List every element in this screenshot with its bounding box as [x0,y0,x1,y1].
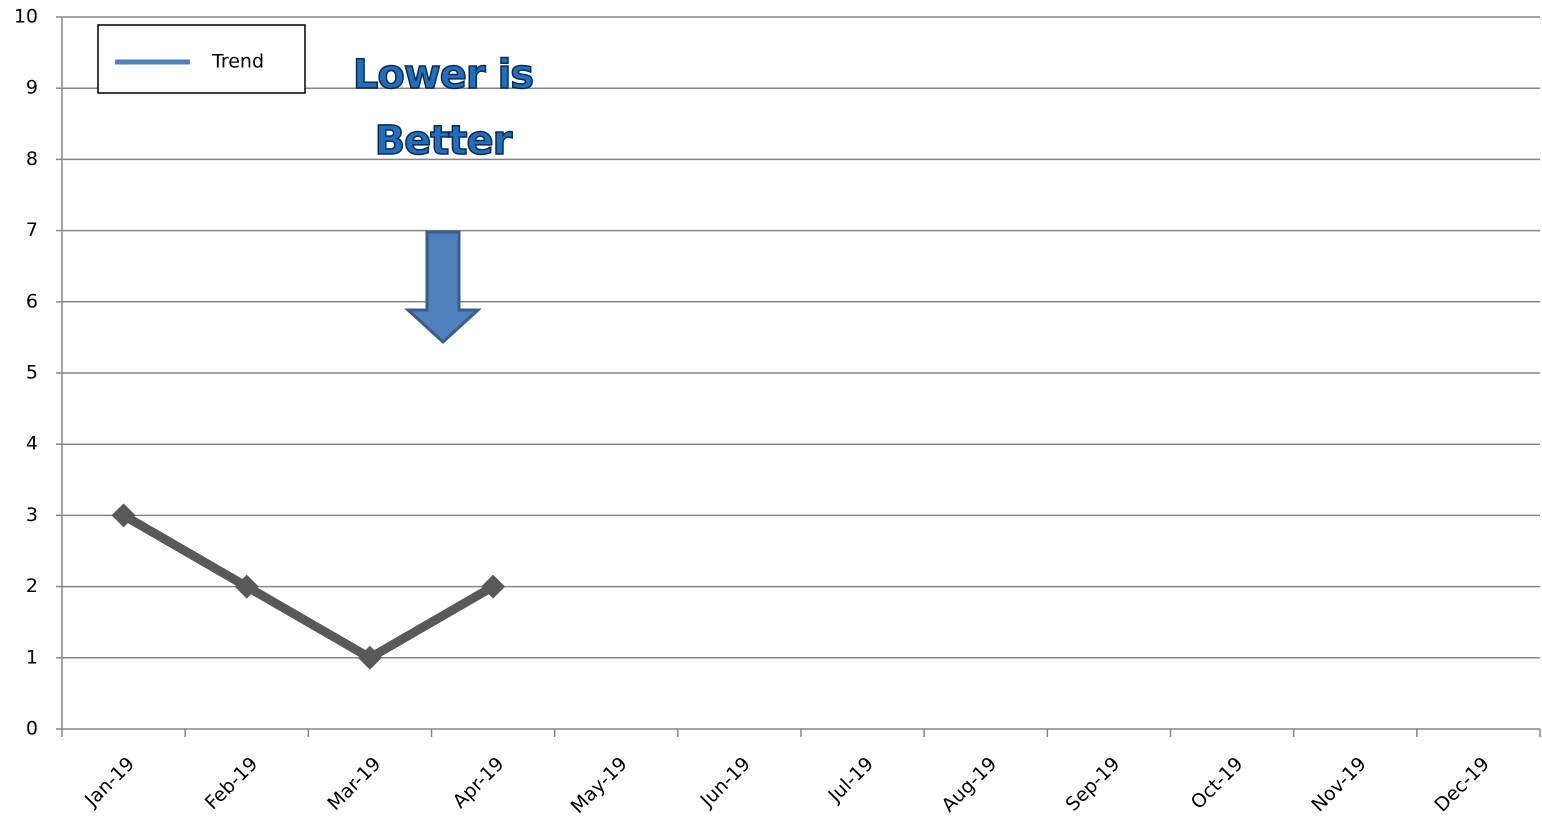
x-tick-label: Jul-19 [824,753,878,807]
y-tick-label: 1 [26,646,38,668]
x-tick-label: Nov-19 [1307,753,1370,816]
trend-line [121,511,496,663]
legend-box [97,24,306,94]
x-tick-label: Feb-19 [201,753,262,814]
x-tick-label: Oct-19 [1187,753,1248,814]
y-tick-label: 7 [26,219,38,241]
x-tick-label: Jan-19 [80,753,139,812]
down-arrow [404,230,482,345]
marker [357,645,382,670]
annotation: Lower is Better [352,51,535,165]
y-tick-label: 0 [26,718,38,740]
y-tick-label: 6 [26,290,38,312]
legend: Trend [97,24,306,94]
marker [481,574,506,599]
x-tick-label: May-19 [567,753,632,818]
y-tick-label: 5 [26,362,38,384]
x-tick-label: Mar-19 [323,753,385,815]
legend-label: Trend [211,51,264,73]
marker [234,574,259,599]
y-tick-label: 4 [26,433,38,455]
x-tick-label: Sep-19 [1062,753,1125,816]
y-tick-label: 2 [26,575,38,597]
y-tick-label: 8 [26,148,38,170]
y-tick-label: 3 [26,504,38,526]
x-tick-label: Dec-19 [1430,753,1494,817]
x-tick-label: Jun-19 [696,753,755,812]
x-tick-label: Aug-19 [937,753,1001,817]
marker [111,503,136,528]
y-tick-label: 10 [14,6,38,28]
y-tick-label: 9 [26,77,38,99]
x-tick-label: Apr-19 [449,753,509,813]
